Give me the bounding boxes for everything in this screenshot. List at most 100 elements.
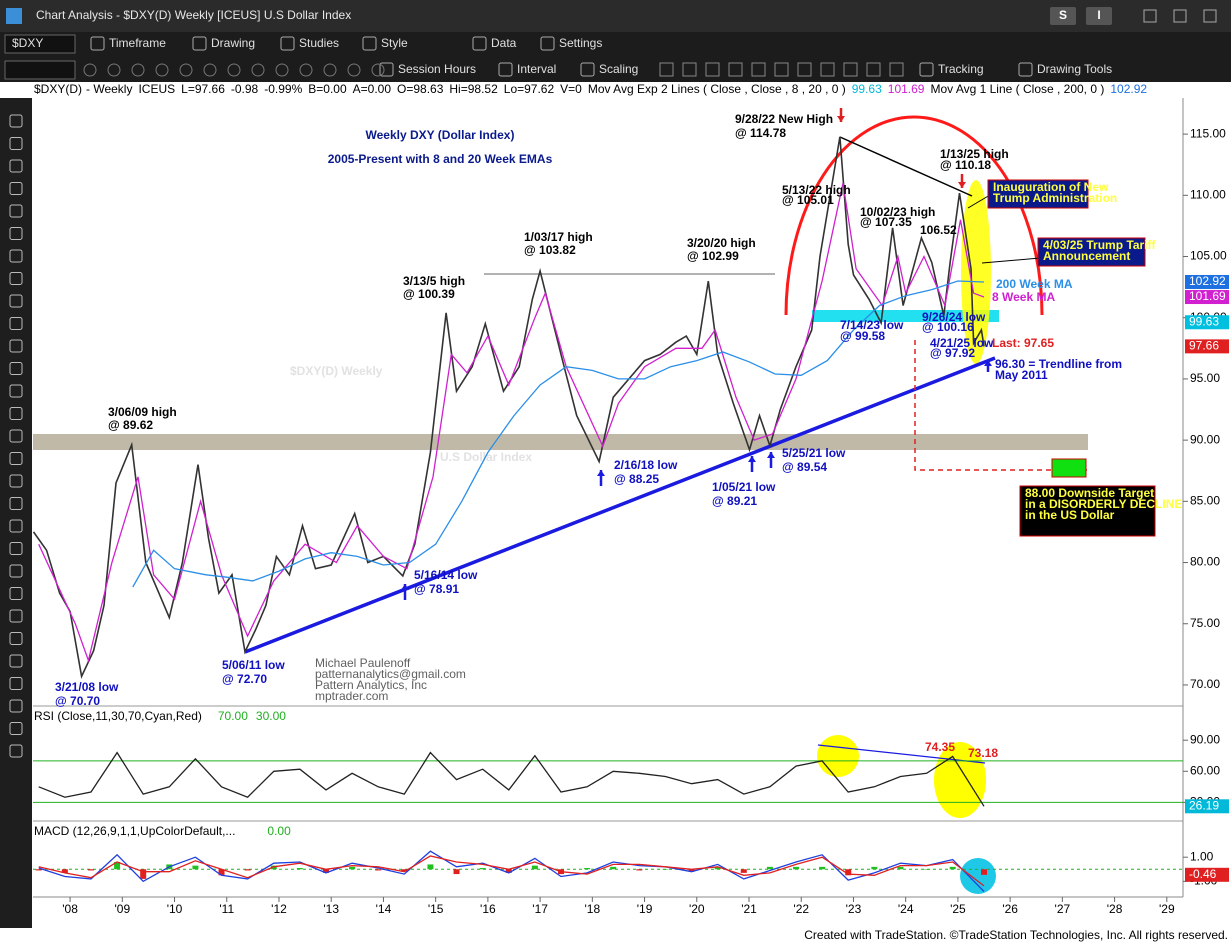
toolbar-icon[interactable] <box>919 62 934 77</box>
tool-icon[interactable] <box>9 744 23 758</box>
title-button-label[interactable]: I <box>1097 8 1100 22</box>
toolbar-icon[interactable] <box>107 63 121 77</box>
tool-icon[interactable] <box>9 362 23 375</box>
toolbar-item[interactable]: Tracking <box>938 62 984 76</box>
tool-icon[interactable] <box>9 137 23 150</box>
toolbar-icon[interactable] <box>131 63 145 77</box>
tool-icon[interactable] <box>9 182 23 195</box>
toolbar-item[interactable]: Studies <box>299 36 339 50</box>
toolbar-icon[interactable] <box>659 62 674 77</box>
tool-icon[interactable] <box>9 384 23 398</box>
status-field: Mov Avg Exp 2 Lines ( Close , Close , 8 … <box>588 82 846 96</box>
toolbar-icon[interactable] <box>155 63 169 77</box>
tool-icon[interactable] <box>9 677 23 690</box>
histogram-bar <box>218 869 225 876</box>
y-tick-label: 105.00 <box>1190 249 1227 263</box>
toolbar-icon[interactable] <box>203 63 217 77</box>
status-field: 101.69 <box>888 82 925 96</box>
tool-icon[interactable] <box>9 632 23 645</box>
tool-icon[interactable] <box>9 114 23 128</box>
tool-icon[interactable] <box>9 654 23 668</box>
status-field: -0.98 <box>231 82 259 96</box>
tool-icon[interactable] <box>9 249 23 263</box>
toolbar-icon[interactable] <box>843 62 858 77</box>
toolbar-icon[interactable] <box>371 63 385 77</box>
tool-icon[interactable] <box>9 339 23 353</box>
tool-icon[interactable] <box>9 159 23 173</box>
toolbar-icon[interactable] <box>705 62 720 77</box>
tool-icon[interactable] <box>9 722 23 735</box>
toolbar-item[interactable]: Scaling <box>599 62 638 76</box>
toolbar-item[interactable]: Session Hours <box>398 62 476 76</box>
toolbar-icon[interactable] <box>347 63 361 77</box>
toolbar-icon[interactable] <box>797 62 812 77</box>
window-control[interactable] <box>1203 9 1217 23</box>
histogram-bar <box>531 865 538 870</box>
tool-icon[interactable] <box>9 587 23 600</box>
tool-icon[interactable] <box>9 429 23 443</box>
toolbar-icon[interactable] <box>1018 62 1033 77</box>
toolbar-icon[interactable] <box>774 62 789 77</box>
x-tick-label: '11 <box>219 902 234 916</box>
tool-icon[interactable] <box>9 542 23 555</box>
toolbar-icon[interactable] <box>251 63 265 77</box>
tool-icon[interactable] <box>9 272 23 285</box>
tool-icon[interactable] <box>9 474 23 488</box>
tool-icon[interactable] <box>9 204 23 218</box>
toolbar-icon[interactable] <box>299 63 313 77</box>
title-button[interactable] <box>1086 7 1112 25</box>
window-control[interactable] <box>1143 9 1157 23</box>
toolbar-icon[interactable] <box>275 63 289 77</box>
toolbar-icon[interactable] <box>472 36 487 51</box>
title-button[interactable] <box>1050 7 1076 25</box>
toolbar-icon[interactable] <box>820 62 835 77</box>
pointer <box>981 257 1041 264</box>
tool-icon[interactable] <box>9 227 23 240</box>
toolbar-icon[interactable] <box>866 62 881 77</box>
tool-icon[interactable] <box>9 294 23 308</box>
toolbar-icon[interactable] <box>362 36 377 51</box>
annotation: 106.52 <box>920 223 957 237</box>
tool-icon[interactable] <box>9 452 23 465</box>
toolbar-item[interactable]: $DXY <box>12 36 43 50</box>
tool-icon[interactable] <box>9 519 23 533</box>
toolbar-icon[interactable] <box>751 62 766 77</box>
annotation: @ 97.92 <box>930 346 975 360</box>
annotation: @ 99.58 <box>840 329 885 343</box>
toolbar-item[interactable]: Timeframe <box>109 36 166 50</box>
toolbar-item[interactable]: Style <box>381 36 408 50</box>
toolbar-icon[interactable] <box>83 63 97 77</box>
toolbar-item[interactable]: Settings <box>559 36 602 50</box>
toolbar-icon[interactable] <box>323 63 337 77</box>
toolbar-icon[interactable] <box>280 36 295 51</box>
interval-box[interactable] <box>4 60 76 80</box>
toolbar-icon[interactable] <box>192 36 207 51</box>
toolbar-item[interactable]: Drawing Tools <box>1037 62 1112 76</box>
toolbar-item[interactable]: Interval <box>517 62 556 76</box>
toolbar-icon[interactable] <box>728 62 743 77</box>
toolbar-icon[interactable] <box>498 62 513 77</box>
toolbar-item[interactable]: Drawing <box>211 36 255 50</box>
tool-icon[interactable] <box>9 497 23 510</box>
toolbar-icon[interactable] <box>682 62 697 77</box>
tool-icon[interactable] <box>9 317 23 330</box>
toolbar-icon[interactable] <box>379 62 394 77</box>
toolbar-icon[interactable] <box>90 36 105 51</box>
toolbar-item[interactable]: Data <box>491 36 517 50</box>
tool-icon[interactable] <box>9 564 23 578</box>
annotation: 5/16/14 low <box>414 568 478 582</box>
callout-text: in a DISORDERLY DECLINE <box>1025 497 1182 511</box>
tool-icon[interactable] <box>9 699 23 713</box>
price-tag <box>1185 274 1229 289</box>
symbol-box[interactable] <box>4 34 76 54</box>
title-button-label[interactable]: S <box>1059 8 1067 22</box>
toolbar-icon[interactable] <box>889 62 904 77</box>
toolbar-icon[interactable] <box>179 63 193 77</box>
toolbar-icon[interactable] <box>580 62 595 77</box>
window-control[interactable] <box>1173 9 1187 23</box>
toolbar-icon[interactable] <box>227 63 241 77</box>
tool-icon[interactable] <box>9 407 23 420</box>
toolbar-icon[interactable] <box>540 36 555 51</box>
tool-icon[interactable] <box>9 609 23 623</box>
support-band <box>33 434 1088 450</box>
